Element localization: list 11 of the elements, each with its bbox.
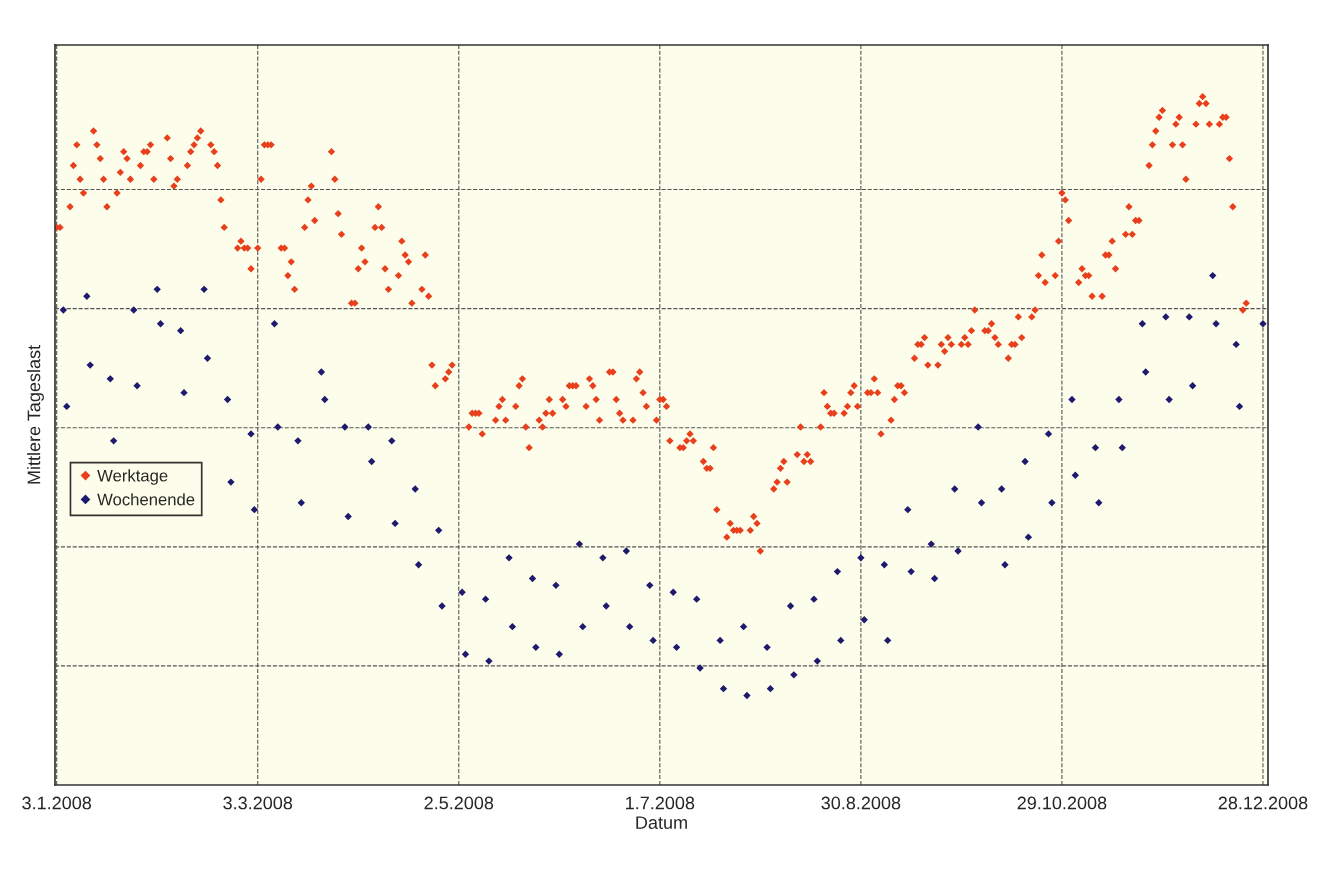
legend-label: Werktage (97, 469, 168, 485)
x-tick-label: 1.7.2008 (626, 796, 695, 810)
legend-label: Wochenende (97, 493, 195, 506)
x-tick-label: 3.1.2008 (22, 796, 92, 810)
x-tick-label: 29.10.2008 (1017, 796, 1107, 810)
y-axis-title: Mittlere Tageslast (27, 345, 44, 484)
x-tick-label: 2.5.2008 (424, 796, 494, 810)
x-tick-label: 30.8.2008 (821, 796, 901, 810)
x-tick-label: 3.3.2008 (223, 796, 293, 810)
x-tick-label: 28.12.2008 (1218, 796, 1308, 810)
x-axis-title: Datum (636, 816, 687, 829)
